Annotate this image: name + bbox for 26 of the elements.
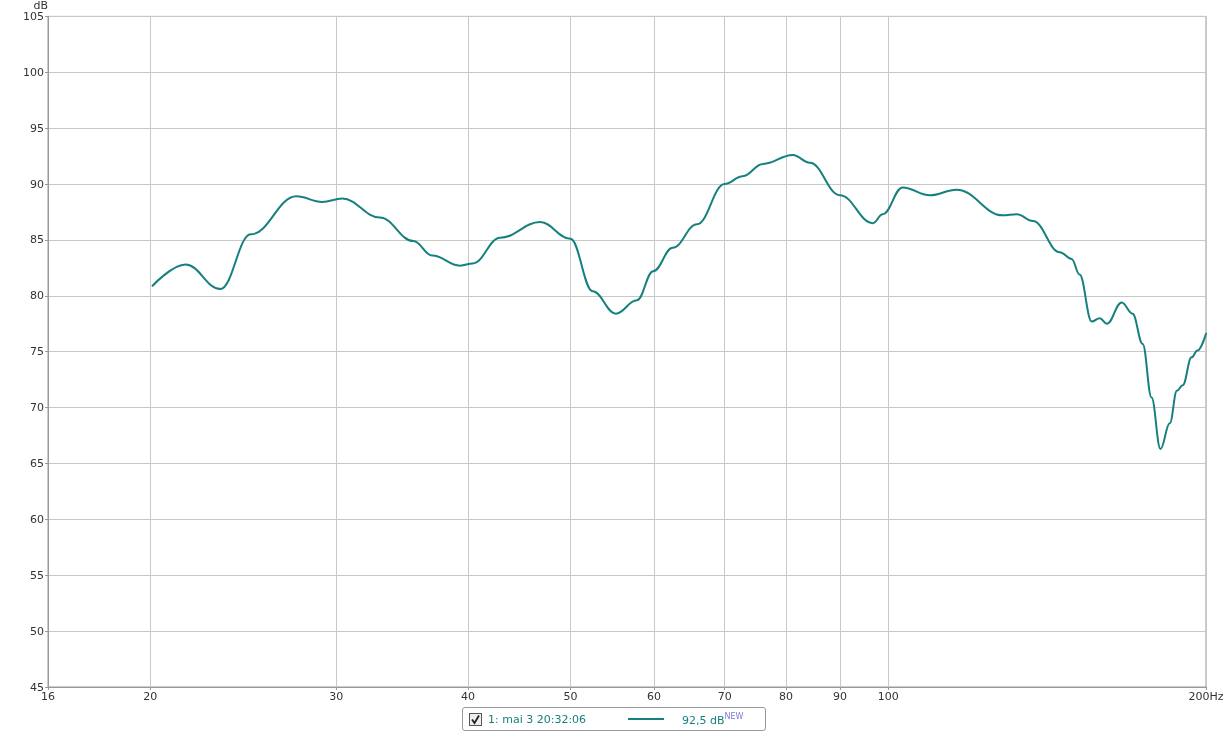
y-tick-label: 75 (30, 345, 44, 359)
x-tick-label: 200Hz (1188, 690, 1224, 703)
x-tick-label: 60 (647, 690, 661, 703)
text: 1: mai 3 20:32:06 (488, 712, 588, 726)
x-tick-label: 80 (778, 690, 793, 703)
x-tick-label: 20 (143, 690, 158, 703)
x-tick-label: 30 (329, 690, 344, 703)
x-tick-label: 16 (41, 690, 55, 703)
y-tick-label: 105 (23, 9, 44, 23)
y-tick-label: 70 (30, 401, 44, 415)
y-tick-label: 85 (30, 233, 44, 247)
y-tick-label: 80 (30, 289, 44, 303)
y-tick-label: 65 (30, 456, 44, 470)
y-tick-label: 100 (23, 65, 44, 79)
text: 92,5 dB$^{NEW}$ (682, 711, 744, 727)
y-axis-title: dB (33, 0, 48, 12)
x-tick-label: 90 (832, 690, 847, 703)
y-tick-label: 50 (30, 624, 44, 638)
y-tick-label: 60 (30, 512, 44, 526)
y-tick-label: 55 (30, 568, 44, 582)
x-tick-label: 50 (563, 690, 578, 703)
x-tick-label: 100 (877, 690, 899, 703)
x-tick-label: 40 (461, 690, 476, 703)
y-tick-label: 90 (30, 177, 44, 191)
y-tick-label: 95 (30, 121, 44, 135)
x-tick-label: 70 (717, 690, 732, 703)
